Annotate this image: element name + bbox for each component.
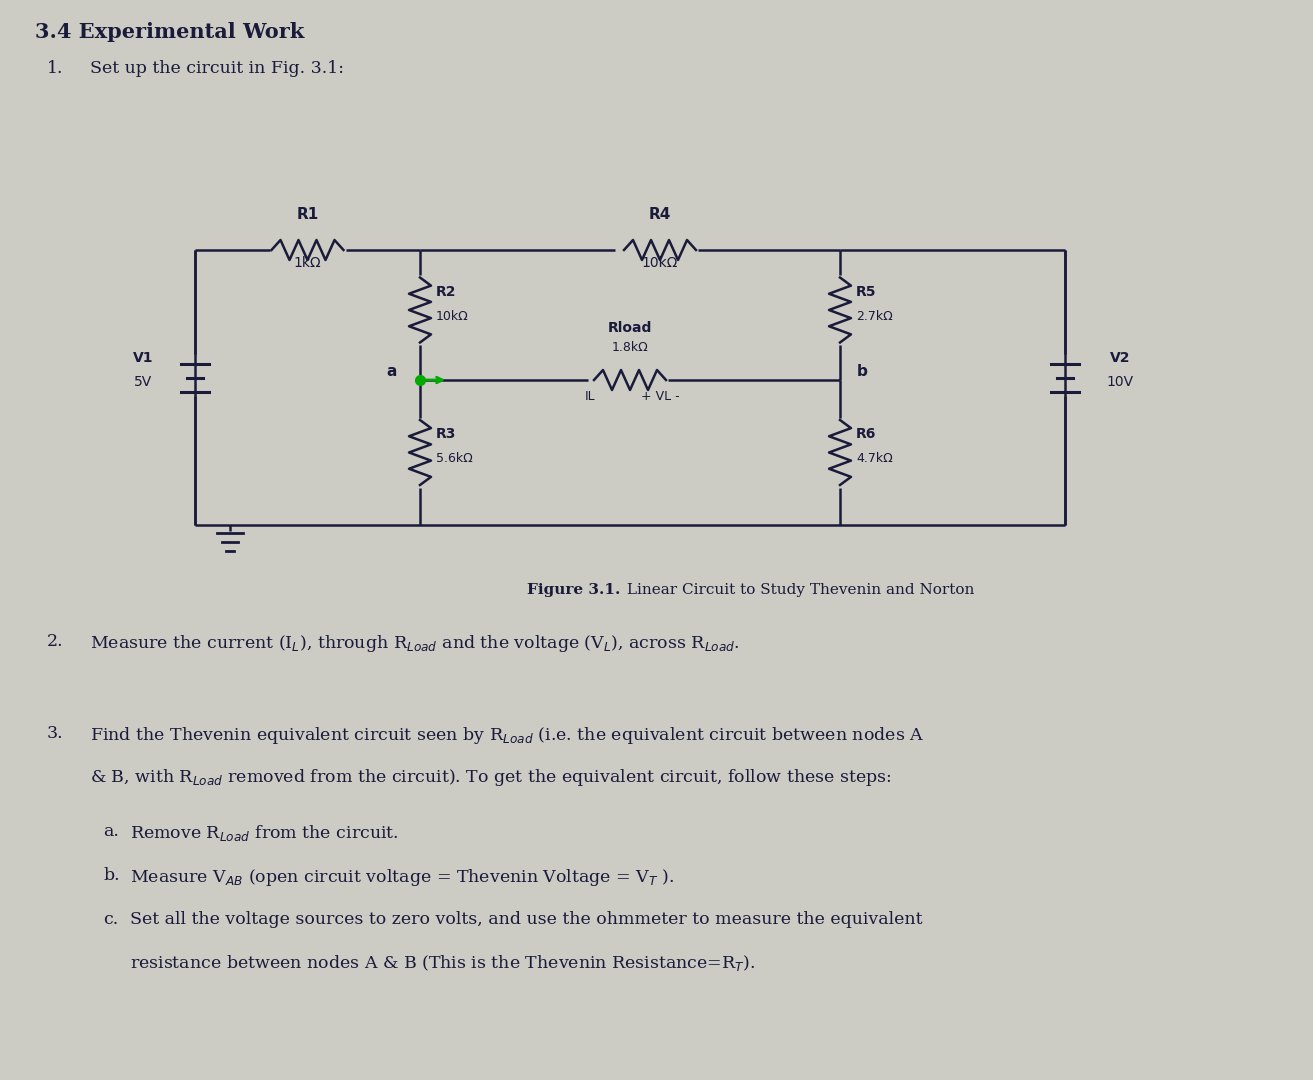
- Text: 3.: 3.: [47, 725, 63, 742]
- Text: IL: IL: [584, 390, 595, 403]
- Text: b.: b.: [102, 867, 119, 885]
- Text: R3: R3: [436, 428, 457, 442]
- Text: Measure V$_{AB}$ (open circuit voltage = Thevenin Voltage = V$_T$ ).: Measure V$_{AB}$ (open circuit voltage =…: [130, 867, 675, 888]
- Text: a.: a.: [102, 823, 119, 840]
- Text: Remove R$_{Load}$ from the circuit.: Remove R$_{Load}$ from the circuit.: [130, 823, 399, 843]
- Text: Set up the circuit in Fig. 3.1:: Set up the circuit in Fig. 3.1:: [91, 60, 344, 77]
- Text: 5V: 5V: [134, 375, 152, 389]
- Text: b: b: [856, 365, 868, 379]
- Text: Measure the current (I$_L$), through R$_{Load}$ and the voltage (V$_L$), across : Measure the current (I$_L$), through R$_…: [91, 633, 739, 654]
- Text: 3.4 Experimental Work: 3.4 Experimental Work: [35, 22, 305, 42]
- Text: 1.: 1.: [47, 60, 63, 77]
- Text: 2.7kΩ: 2.7kΩ: [856, 310, 893, 323]
- Text: + VL -: + VL -: [641, 390, 679, 403]
- Text: V2: V2: [1109, 351, 1130, 365]
- Text: Set all the voltage sources to zero volts, and use the ohmmeter to measure the e: Set all the voltage sources to zero volt…: [130, 912, 923, 928]
- Text: R2: R2: [436, 285, 457, 299]
- Text: R4: R4: [649, 207, 671, 222]
- Text: 10V: 10V: [1107, 375, 1133, 389]
- Text: R6: R6: [856, 428, 876, 442]
- Text: a: a: [387, 365, 398, 379]
- Text: 10kΩ: 10kΩ: [642, 256, 679, 270]
- Text: Figure 3.1.: Figure 3.1.: [527, 583, 620, 597]
- Text: Linear Circuit to Study Thevenin and Norton: Linear Circuit to Study Thevenin and Nor…: [622, 583, 974, 597]
- Text: 4.7kΩ: 4.7kΩ: [856, 453, 893, 465]
- Text: 5.6kΩ: 5.6kΩ: [436, 453, 473, 465]
- Text: R1: R1: [297, 207, 319, 222]
- Text: 2.: 2.: [47, 633, 63, 650]
- Text: 10kΩ: 10kΩ: [436, 310, 469, 323]
- Text: resistance between nodes A & B (This is the Thevenin Resistance=R$_T$).: resistance between nodes A & B (This is …: [130, 953, 755, 973]
- Text: & B, with R$_{Load}$ removed from the circuit). To get the equivalent circuit, f: & B, with R$_{Load}$ removed from the ci…: [91, 767, 892, 788]
- Text: Find the Thevenin equivalent circuit seen by R$_{Load}$ (i.e. the equivalent cir: Find the Thevenin equivalent circuit see…: [91, 725, 924, 746]
- Text: c.: c.: [102, 912, 118, 928]
- Text: Rload: Rload: [608, 321, 653, 335]
- Text: 1.8kΩ: 1.8kΩ: [612, 341, 649, 354]
- Text: 1kΩ: 1kΩ: [294, 256, 322, 270]
- Text: R5: R5: [856, 285, 877, 299]
- Text: V1: V1: [133, 351, 154, 365]
